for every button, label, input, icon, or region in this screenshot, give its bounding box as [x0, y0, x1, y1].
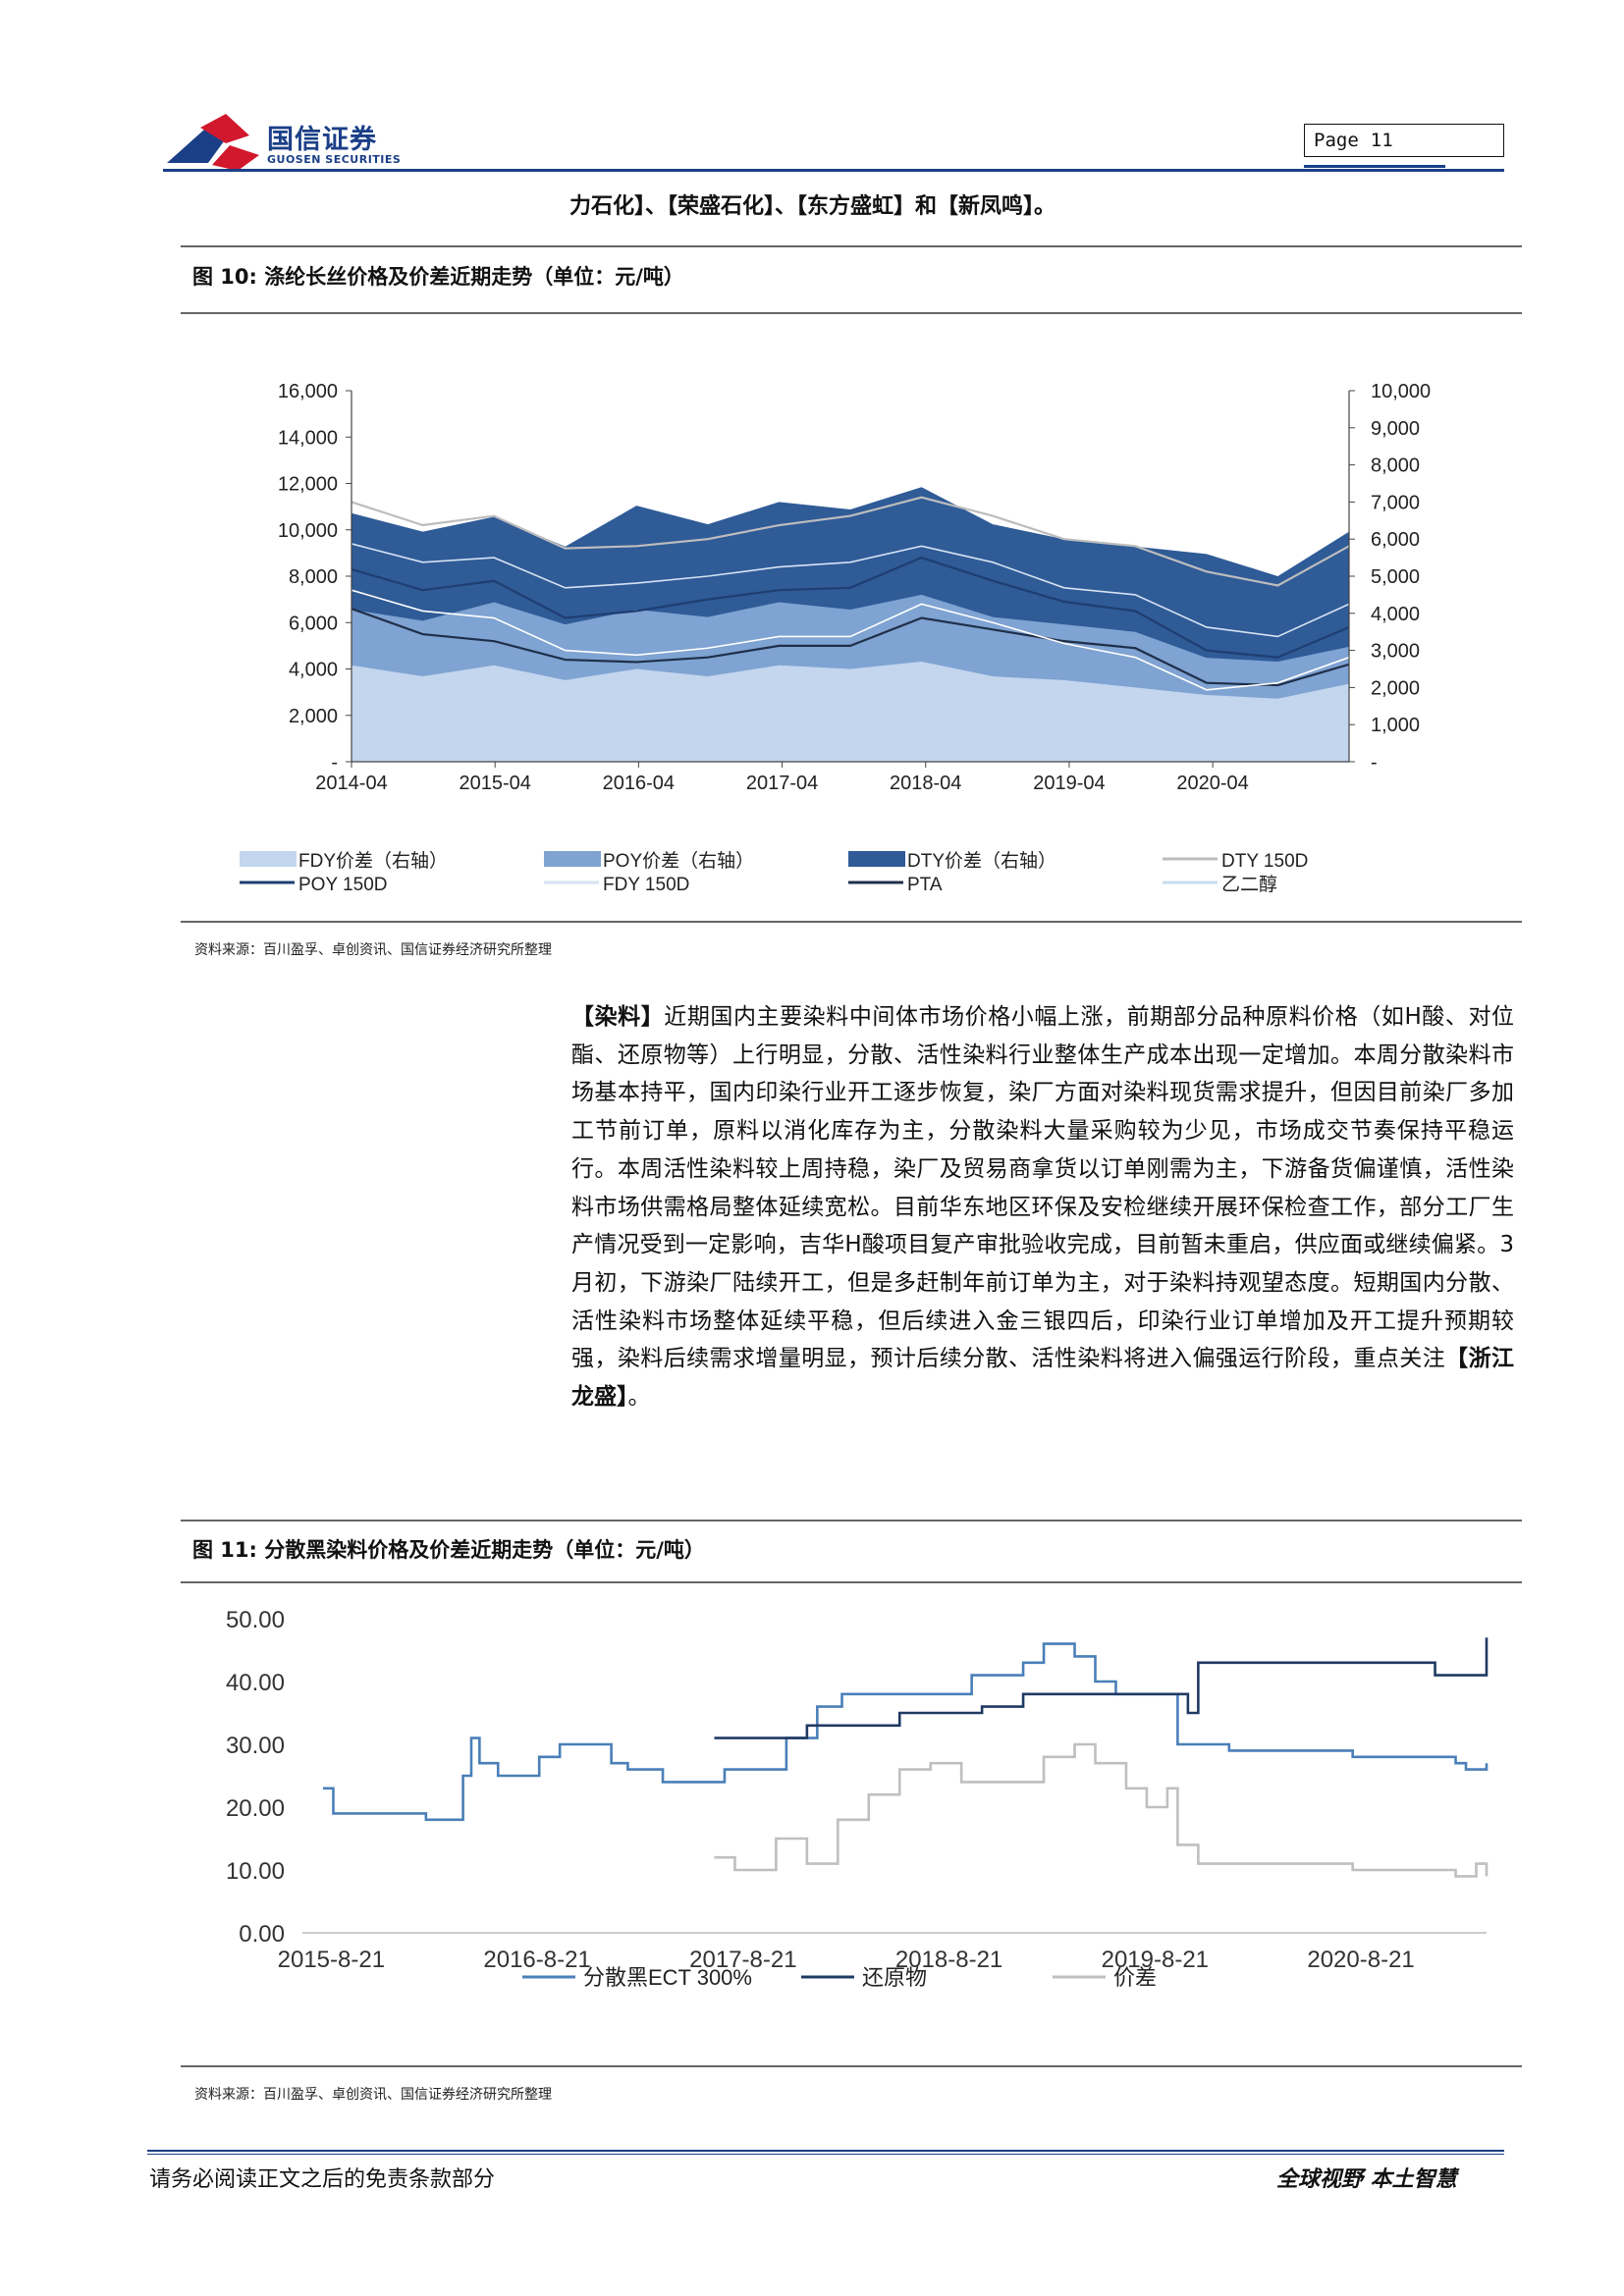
- figure10-chart: 16,000 14,000 12,000 10,000 8,000 6,000 4,000 2…: [240, 381, 1431, 895]
- f10-x-tick-label: 2018-04: [890, 773, 961, 794]
- f11-x-tick-label: 2018-8-21: [895, 1947, 1002, 1973]
- dye-text: 近期国内主要染料中间体市场价格小幅上涨，前期部分品种原料价格（如H酸、对位酯、还…: [571, 1004, 1515, 1372]
- figure11-source: 资料来源：百川盈孚、卓创资讯、国信证券经济研究所整理: [194, 2087, 552, 2103]
- f10-left-tick-label: 16,000: [278, 381, 338, 402]
- f10-left-tick-label: 6,000: [289, 613, 338, 634]
- figure10-title-rule: [181, 312, 1522, 314]
- f11-y-tick-label: 30.00: [226, 1733, 285, 1759]
- f10-legend-label: FDY 150D: [603, 875, 689, 895]
- f10-x-tick-label: 2020-04: [1176, 773, 1248, 794]
- dye-keyword: 【染料】: [571, 1004, 665, 1030]
- dye-section-paragraph: 【染料】近期国内主要染料中间体市场价格小幅上涨，前期部分品种原料价格（如H酸、对…: [571, 998, 1514, 1416]
- f10-legend-label: DTY价差（右轴）: [907, 850, 1056, 872]
- f11-line-spread: [714, 1742, 1489, 1878]
- f11-legend-label: 还原物: [862, 1965, 927, 1990]
- f10-left-tick-label: 10,000: [278, 520, 338, 542]
- f10-legend-label: POY 150D: [298, 875, 387, 895]
- f11-x-tick-label: 2019-8-21: [1102, 1947, 1209, 1973]
- f11-line-ect300: [322, 1642, 1489, 1822]
- f10-left-tick-label: 12,000: [278, 474, 338, 496]
- header-rule: [163, 169, 1504, 172]
- figure10-title: 图 10: 涤纶长丝价格及价差近期走势（单位：元/吨）: [192, 265, 684, 289]
- f11-x-tick-label: 2020-8-21: [1307, 1947, 1414, 1973]
- f11-y-tick-label: 0.00: [239, 1921, 285, 1948]
- footer-slogan: 全球视野 本土智慧: [1276, 2167, 1457, 2192]
- figure11-top-rule: [181, 1520, 1522, 1522]
- footer-rule-thin: [147, 2154, 1504, 2155]
- f10-x-tick-label: 2015-04: [459, 773, 530, 794]
- f10-x-tick-label: 2017-04: [746, 773, 818, 794]
- f10-legend-label: 乙二醇: [1221, 874, 1277, 895]
- f10-line-meg: [351, 589, 1350, 691]
- f10-line-dty150d: [351, 496, 1350, 587]
- f11-y-tick-label: 40.00: [226, 1670, 285, 1696]
- f10-right-tick-label: 3,000: [1371, 641, 1420, 663]
- f10-right-tick-label: 4,000: [1371, 604, 1420, 625]
- f10-right-tick-label: 8,000: [1371, 455, 1420, 477]
- f10-x-tick-label: 2014-04: [315, 773, 387, 794]
- f11-y-tick-label: 20.00: [226, 1795, 285, 1822]
- f10-line-fdy150d: [351, 543, 1350, 638]
- page-indicator: Page 11: [1304, 124, 1504, 157]
- logo-text-en: GUOSEN SECURITIES: [267, 153, 402, 166]
- f10-left-tick-label: 8,000: [289, 566, 338, 588]
- f11-legend-label: 分散黑ECT 300%: [583, 1965, 752, 1990]
- dye-period: 。: [627, 1384, 651, 1411]
- f10-legend-swatch: [848, 851, 905, 867]
- logo-text-cn: 国信证券: [267, 125, 377, 155]
- f10-right-tick-label: -: [1371, 752, 1378, 774]
- f10-x-tick-label: 2019-04: [1033, 773, 1105, 794]
- f10-legend-label: POY价差（右轴）: [603, 850, 754, 872]
- continuation-text: 力石化】、【荣盛石化】、【东方盛虹】和【新凤鸣】。: [569, 194, 1056, 219]
- guosen-logo-icon: [167, 114, 259, 171]
- f10-left-tick-label: 4,000: [289, 660, 338, 681]
- f11-y-tick-label: 50.00: [226, 1607, 285, 1633]
- f11-x-tick-label: 2016-8-21: [483, 1947, 590, 1973]
- f10-legend-swatch: [544, 851, 601, 867]
- f10-left-tick-label: -: [331, 752, 338, 774]
- f10-right-tick-label: 9,000: [1371, 418, 1420, 440]
- f11-x-tick-label: 2017-8-21: [689, 1947, 796, 1973]
- figure10-source: 资料来源：百川盈孚、卓创资讯、国信证券经济研究所整理: [194, 942, 552, 958]
- f10-line-pta: [351, 608, 1350, 687]
- f11-y-tick-label: 10.00: [226, 1858, 285, 1885]
- f10-x-tick-label: 2016-04: [603, 773, 675, 794]
- page-number: 11: [1370, 130, 1393, 151]
- f10-left-tick-label: 2,000: [289, 706, 338, 727]
- footer-rule: [147, 2150, 1504, 2152]
- f11-line-reduct: [714, 1637, 1489, 1739]
- header-rule-accent: [1304, 165, 1445, 168]
- f10-legend-label: PTA: [907, 875, 943, 895]
- f10-legend-label: DTY 150D: [1221, 851, 1308, 872]
- f10-area-fdy-spread: [352, 661, 1349, 762]
- f10-right-tick-label: 6,000: [1371, 529, 1420, 551]
- figure10-top-rule: [181, 245, 1522, 247]
- page-label: Page: [1314, 130, 1359, 151]
- dye-stock-pick: 【浙江龙盛】: [571, 1346, 1515, 1411]
- figure11-bottom-rule: [181, 2065, 1522, 2067]
- figure11-title-rule: [181, 1581, 1522, 1583]
- f10-legend-label: FDY价差（右轴）: [298, 850, 448, 872]
- f10-right-tick-label: 10,000: [1371, 381, 1431, 402]
- f10-left-tick-label: 14,000: [278, 427, 338, 449]
- f10-right-tick-label: 1,000: [1371, 715, 1420, 736]
- f10-right-tick-label: 7,000: [1371, 492, 1420, 513]
- footer-disclaimer: 请务必阅读正文之后的免责条款部分: [149, 2167, 496, 2192]
- f11-x-tick-label: 2015-8-21: [278, 1947, 385, 1973]
- f10-legend-swatch: [240, 851, 297, 867]
- f10-right-tick-label: 2,000: [1371, 677, 1420, 699]
- f10-right-tick-label: 5,000: [1371, 566, 1420, 588]
- f10-line-poy150d: [351, 556, 1350, 659]
- f11-legend-label: 价差: [1113, 1965, 1157, 1990]
- figure11-title: 图 11: 分散黑染料价格及价差近期走势（单位：元/吨）: [192, 1538, 705, 1562]
- figure10-bottom-rule: [181, 921, 1522, 923]
